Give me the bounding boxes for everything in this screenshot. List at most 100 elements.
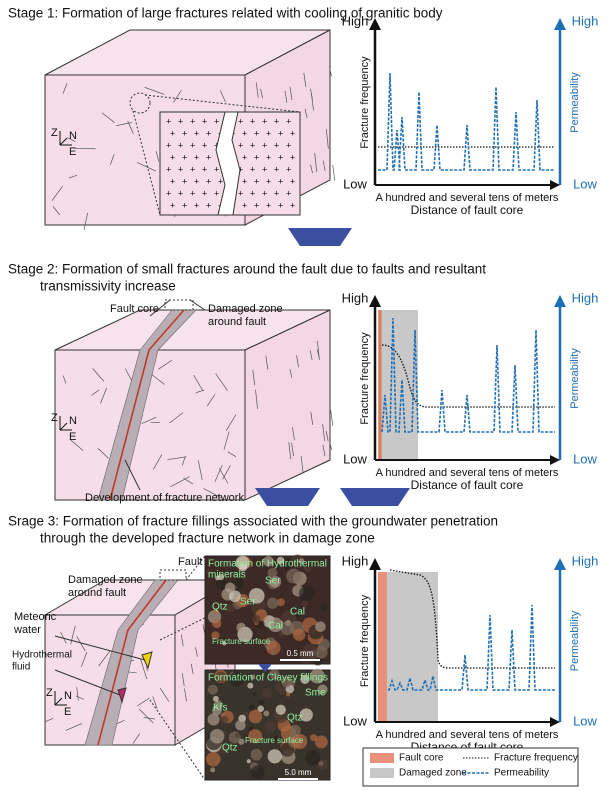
grain-mark: + [190,164,195,174]
grain-mark: + [254,152,259,162]
grain-mark: + [190,140,195,150]
grain [305,750,320,765]
grain-mark: + [250,116,255,126]
mineral-label: Cal [268,621,283,632]
callout-box [165,300,193,310]
legend-label: Damaged zone [399,768,467,779]
grain [235,733,239,737]
axis-end-label: Low [343,713,367,728]
label: Damaged zone [68,574,143,586]
grain-mark: + [178,164,183,174]
grain-mark: + [286,140,291,150]
axis-arrow [550,180,560,190]
grain-mark: + [206,152,211,162]
grain-mark: + [214,164,219,174]
damaged-zone-fill [378,310,418,460]
x-axis-label: Distance of fault core [411,203,524,217]
stage-title: through the developed fracture network i… [40,531,375,546]
grain-mark: + [286,188,291,198]
grain-mark: + [194,152,199,162]
label: Fault core [110,303,159,315]
axis-end-label: Low [573,176,597,191]
x-axis-label: Distance of fault core [411,478,524,492]
axis-end-label: High [572,13,599,28]
grain-mark: + [202,164,207,174]
grain-mark: + [170,176,175,186]
fault-core-fill [378,572,387,722]
grain-mark: + [242,176,247,186]
axis-end-label: High [572,553,599,568]
grain-mark: + [190,188,195,198]
grain [206,752,220,766]
grain [208,685,218,695]
y-axis-label: Fracture frequency [359,594,371,687]
axis-end-label: Low [573,713,597,728]
legend-label: Fault core [399,753,444,764]
legend-swatch [370,768,394,778]
grain-mark: + [278,200,283,210]
mineral-label: Ser [240,597,256,608]
grain [235,720,245,730]
axis-end-label: High [342,13,369,28]
grain-mark: + [242,200,247,210]
grain-mark: + [274,188,279,198]
stage-arrow [340,488,410,506]
grain-mark: + [182,200,187,210]
grain-mark: + [254,200,259,210]
y2-axis-label: Permeability [569,348,581,409]
mineral-label: Fracture surface [212,637,271,646]
axis-arrow [554,295,566,307]
grain [236,623,246,633]
grain-mark: + [266,176,271,186]
compass-label: E [69,431,76,443]
photo-title: Formation of Hydrothermal [208,559,327,570]
grain [213,696,219,702]
scale-label: 0.5 mm [287,649,314,658]
grain-mark: + [274,164,279,174]
grain [225,582,236,593]
grain-mark: + [206,176,211,186]
grain [286,692,290,696]
grain [251,749,263,761]
grain-mark: + [250,140,255,150]
x-axis-note: A hundred and several tens of meters [376,467,559,479]
mineral-label: Cal [290,607,305,618]
grain-mark: + [194,200,199,210]
grain-mark: + [262,164,267,174]
grain-mark: + [170,128,175,138]
grain-mark: + [274,140,279,150]
grain-mark: + [182,176,187,186]
legend-label: Permeability [494,768,549,779]
grain [276,705,286,715]
grain-mark: + [170,200,175,210]
grain [220,716,228,724]
grain-mark: + [278,128,283,138]
grain [212,619,221,628]
grain-mark: + [274,116,279,126]
grain [267,597,278,608]
grain [210,767,215,772]
grain-mark: + [262,116,267,126]
grain-mark: + [166,164,171,174]
compass-label: E [69,146,76,158]
compass-label: Z [51,412,58,424]
label: Hydrothermal [12,650,72,661]
label: fluid [12,662,30,673]
grain-mark: + [190,116,195,126]
grain-mark: + [206,128,211,138]
compass-label: Z [51,127,58,139]
mineral-label: Qtz [222,743,238,754]
grain [208,713,220,725]
grain-mark: + [266,128,271,138]
grain-mark: + [238,116,243,126]
grain-mark: + [166,188,171,198]
grain-mark: + [278,176,283,186]
grain-mark: + [178,188,183,198]
compass-label: N [69,130,77,142]
grain-mark: + [250,188,255,198]
axis-arrow [554,18,566,30]
grain [299,586,315,602]
mineral-label: Ser [265,576,281,587]
axis-end-label: Low [343,176,367,191]
grain-mark: + [170,152,175,162]
